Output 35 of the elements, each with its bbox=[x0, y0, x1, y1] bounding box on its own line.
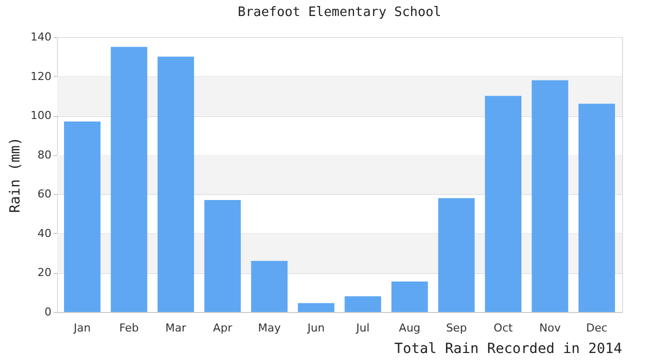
x-tick-label: Nov bbox=[539, 322, 562, 334]
y-tick-label: 140 bbox=[30, 30, 52, 44]
x-tick-label: Jan bbox=[72, 322, 91, 334]
bar bbox=[391, 282, 428, 312]
y-tick-label: 100 bbox=[30, 109, 52, 122]
y-tick-label: 40 bbox=[38, 226, 52, 240]
x-tick-label: Aug bbox=[398, 322, 420, 334]
y-axis-title: Rain (mm) bbox=[8, 137, 24, 213]
x-tick-label: Sep bbox=[446, 322, 467, 334]
y-tick-label: 120 bbox=[30, 70, 52, 83]
x-tick-label: Apr bbox=[213, 322, 233, 334]
y-tick-label: 20 bbox=[38, 266, 52, 280]
bar bbox=[344, 296, 382, 312]
x-tick-label: Jul bbox=[355, 322, 370, 334]
bar bbox=[484, 96, 522, 312]
bar bbox=[438, 198, 475, 312]
bar bbox=[158, 56, 194, 312]
x-tick-label: Dec bbox=[586, 322, 608, 334]
bar bbox=[298, 303, 334, 312]
bar bbox=[251, 260, 288, 312]
y-tick-label: 0 bbox=[44, 306, 52, 318]
bar bbox=[532, 80, 568, 312]
x-tick-label: Feb bbox=[119, 322, 139, 334]
chart-title: Braefoot Elementary School bbox=[238, 5, 442, 20]
y-tick-label: 80 bbox=[38, 148, 52, 162]
x-tick-label: Oct bbox=[494, 322, 514, 334]
bar bbox=[110, 46, 148, 312]
x-tick-label: Mar bbox=[165, 322, 187, 334]
bar bbox=[204, 200, 241, 312]
bar bbox=[578, 104, 615, 312]
x-tick-label: Jun bbox=[306, 322, 325, 334]
y-tick-label: 60 bbox=[38, 188, 52, 201]
bar bbox=[64, 121, 100, 312]
text: Total Rain Recorded in 2014 bbox=[394, 341, 622, 357]
x-tick-label: May bbox=[258, 322, 282, 334]
